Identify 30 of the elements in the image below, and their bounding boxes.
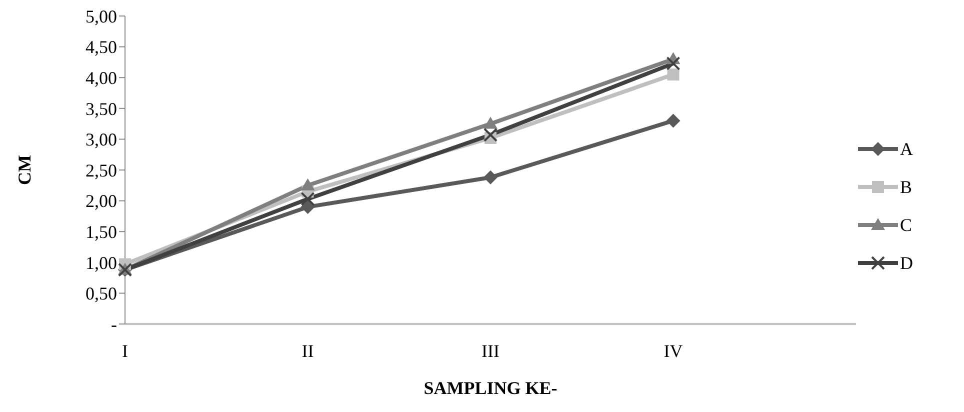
- x-axis-title: SAMPLING KE-: [424, 378, 558, 398]
- y-tick-label: 2,50: [86, 160, 117, 180]
- x-tick-label: I: [122, 340, 128, 361]
- x-tick-label: II: [302, 340, 314, 361]
- point: [300, 192, 315, 206]
- y-tick-label: 5,00: [86, 6, 117, 26]
- y-axis-title: CM: [14, 155, 34, 185]
- point: [484, 116, 498, 129]
- y-tick-label: -: [111, 314, 117, 334]
- y-tick-label: 3,00: [86, 130, 117, 150]
- legend-label: B: [900, 176, 912, 198]
- point: [484, 128, 498, 142]
- point: [666, 114, 680, 128]
- point: [667, 68, 680, 81]
- y-tick-label: 0,50: [86, 284, 117, 304]
- y-tick-label: 2,00: [86, 191, 117, 212]
- legend-label: A: [900, 138, 913, 160]
- y-tick-label: 3,50: [86, 98, 117, 119]
- y-tick-label: 1,50: [86, 222, 117, 242]
- legend-label: D: [900, 252, 913, 274]
- x-tick-label: IV: [664, 340, 683, 361]
- y-tick-label: 4,50: [86, 37, 117, 58]
- point: [300, 200, 315, 214]
- legend-label: C: [900, 214, 912, 236]
- x-tick-label: III: [482, 340, 500, 361]
- point: [484, 170, 498, 184]
- point: [300, 178, 315, 190]
- point: [666, 56, 680, 70]
- y-tick-label: 4,00: [86, 68, 117, 88]
- y-tick-label: 1,00: [86, 252, 117, 273]
